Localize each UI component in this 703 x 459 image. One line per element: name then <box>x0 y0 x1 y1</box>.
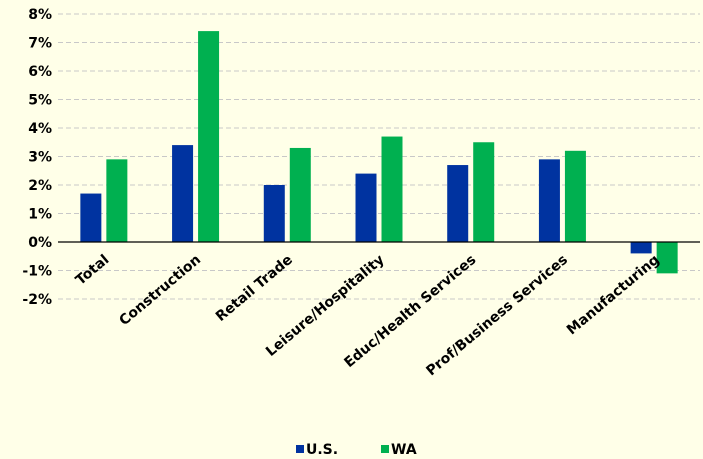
bar-wa <box>473 142 495 242</box>
bar-wa <box>564 150 586 242</box>
bars <box>80 31 678 274</box>
bar-wa <box>381 136 403 242</box>
y-tick-label: 4% <box>28 121 52 137</box>
y-tick-label: 0% <box>28 235 52 251</box>
category-label: Manufacturing <box>564 252 663 338</box>
category-label: Construction <box>116 252 204 329</box>
bar-us <box>630 242 652 254</box>
legend-label: U.S. <box>306 442 338 458</box>
y-tick-label: 6% <box>28 64 52 80</box>
grid-lines <box>58 13 700 300</box>
y-tick-label: 2% <box>28 178 52 194</box>
bar-wa <box>656 242 678 274</box>
category-label: Retail Trade <box>213 252 296 325</box>
y-axis-ticks: -2% -1% 0% 1% 2% 3% 4% 5% 6% 7% 8% <box>22 7 52 308</box>
y-tick-label: 7% <box>28 36 52 52</box>
bar-us <box>172 145 194 242</box>
y-tick-label: -1% <box>22 264 52 280</box>
legend-swatch <box>381 445 389 453</box>
bar-us <box>538 159 560 242</box>
bar-us <box>263 185 285 242</box>
legend: U.S. WA <box>296 442 417 458</box>
y-tick-label: 1% <box>28 207 52 223</box>
bar-us <box>80 193 102 242</box>
legend-swatch <box>296 445 304 453</box>
y-tick-label: -2% <box>22 292 52 308</box>
bar-us <box>447 165 469 242</box>
bar-wa <box>106 159 128 242</box>
legend-label: WA <box>391 442 417 458</box>
bar-us <box>355 173 377 242</box>
y-tick-label: 5% <box>28 93 52 109</box>
y-tick-label: 3% <box>28 150 52 166</box>
y-tick-label: 8% <box>28 7 52 23</box>
bar-wa <box>289 147 311 242</box>
bar-wa <box>198 31 220 242</box>
